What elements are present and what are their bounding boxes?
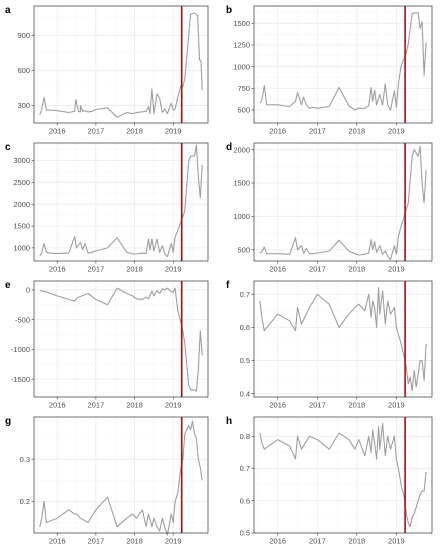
panel-label: c: [5, 142, 11, 153]
x-tick-label: 2018: [126, 265, 143, 274]
x-tick-label: 2017: [309, 537, 326, 546]
y-tick-label: 300: [17, 101, 30, 110]
x-tick-label: 2018: [126, 127, 143, 136]
plot-border: [33, 280, 209, 398]
panel-label: b: [226, 5, 232, 16]
y-tick-label: 1500: [233, 179, 250, 188]
panel-c: 1000 1500 2000 2500 3000 2016 2017 2018 2019 c: [5, 142, 209, 274]
series-line-g: [39, 420, 203, 536]
y-tick-label: 1000: [233, 62, 250, 71]
y-tick-label: 1500: [233, 19, 250, 28]
panel-label: d: [226, 142, 232, 153]
panel-b: 500 750 1000 1250 1500 2016 2017 2018 2019 b: [226, 5, 433, 136]
y-tick-label: 2500: [13, 178, 30, 187]
x-tick-label: 2016: [49, 265, 66, 274]
x-tick-label: 2018: [349, 401, 366, 410]
y-tick-label: 3000: [13, 156, 30, 165]
y-tick-label: 1250: [233, 41, 250, 50]
panel-h: 0.5 0.6 0.7 0.8 2016 2017 2018 2019 h: [226, 416, 433, 546]
x-tick-label: 2019: [165, 537, 182, 546]
y-tick-label: 2000: [233, 145, 250, 154]
y-tick-label: 0.3: [20, 455, 30, 464]
x-tick-label: 2016: [269, 127, 286, 136]
x-tick-label: 2016: [49, 401, 66, 410]
y-tick-label: 0.7: [240, 464, 250, 473]
x-tick-label: 2017: [88, 401, 105, 410]
x-tick-label: 2017: [88, 537, 105, 546]
y-tick-label: 500: [237, 245, 250, 254]
panel-label: h: [226, 416, 232, 427]
y-tick-label: 0.7: [240, 290, 250, 299]
x-tick-label: 2016: [269, 537, 286, 546]
x-tick-label: 2018: [349, 537, 366, 546]
y-tick-label: 0.2: [20, 497, 30, 506]
y-tick-label: -500: [15, 315, 30, 324]
x-tick-label: 2016: [269, 265, 286, 274]
series-line-e: [39, 287, 203, 392]
y-tick-label: 1000: [13, 243, 30, 252]
x-tick-label: 2019: [165, 265, 182, 274]
y-tick-label: 1500: [13, 222, 30, 231]
plot-border: [253, 280, 433, 398]
x-tick-label: 2016: [269, 401, 286, 410]
x-tick-label: 2017: [88, 127, 105, 136]
x-tick-label: 2019: [165, 401, 182, 410]
plot-border: [253, 142, 433, 262]
panel-g: 0.2 0.3 2016 2017 2018 2019 g: [5, 416, 209, 546]
y-tick-label: 2000: [13, 200, 30, 209]
x-tick-label: 2019: [388, 401, 405, 410]
y-tick-label: 0: [26, 286, 30, 295]
y-tick-label: 750: [237, 84, 250, 93]
panel-label: f: [226, 280, 230, 291]
x-tick-label: 2018: [126, 401, 143, 410]
panel-a: 300 600 900 2016 2017 2018 2019 a: [5, 5, 209, 136]
plot-border: [253, 5, 433, 124]
panel-label: e: [5, 280, 11, 291]
x-tick-label: 2019: [388, 537, 405, 546]
x-tick-label: 2019: [388, 127, 405, 136]
plot-border: [33, 416, 209, 534]
panel-d: 500 1000 1500 2000 2016 2017 2018 2019 d: [226, 142, 433, 274]
series-line-f: [259, 287, 427, 391]
panel-e: -1500 -1000 -500 0 2016 2017 2018 2019 e: [5, 280, 209, 410]
y-tick-label: 0.6: [240, 323, 250, 332]
plot-border: [33, 5, 209, 124]
x-tick-label: 2019: [165, 127, 182, 136]
panel-f: 0.4 0.5 0.6 0.7 2016 2017 2018 2019 f: [226, 280, 433, 410]
x-tick-label: 2017: [309, 401, 326, 410]
x-tick-label: 2018: [126, 537, 143, 546]
y-tick-label: 0.5: [240, 356, 250, 365]
y-tick-label: 0.5: [240, 529, 250, 538]
series-line-c: [39, 144, 203, 258]
plot-border: [33, 142, 209, 262]
y-tick-label: 0.6: [240, 496, 250, 505]
y-tick-label: -1500: [11, 375, 30, 384]
series-line-d: [259, 145, 427, 261]
series-line-a: [39, 12, 203, 118]
x-tick-label: 2017: [88, 265, 105, 274]
y-tick-label: 1000: [233, 212, 250, 221]
y-tick-label: -1000: [11, 345, 30, 354]
panel-label: g: [5, 416, 11, 427]
plot-border: [253, 416, 433, 534]
x-tick-label: 2019: [388, 265, 405, 274]
x-tick-label: 2016: [49, 537, 66, 546]
series-line-h: [259, 422, 427, 528]
panel-label: a: [5, 5, 11, 16]
y-tick-label: 600: [17, 66, 30, 75]
y-tick-label: 0.4: [240, 389, 250, 398]
y-tick-label: 0.8: [240, 432, 250, 441]
x-tick-label: 2018: [349, 265, 366, 274]
series-line-b: [259, 12, 427, 111]
y-tick-label: 900: [17, 31, 30, 40]
y-tick-label: 500: [237, 106, 250, 115]
x-tick-label: 2018: [349, 127, 366, 136]
x-tick-label: 2017: [309, 265, 326, 274]
x-tick-label: 2016: [49, 127, 66, 136]
x-tick-label: 2017: [309, 127, 326, 136]
